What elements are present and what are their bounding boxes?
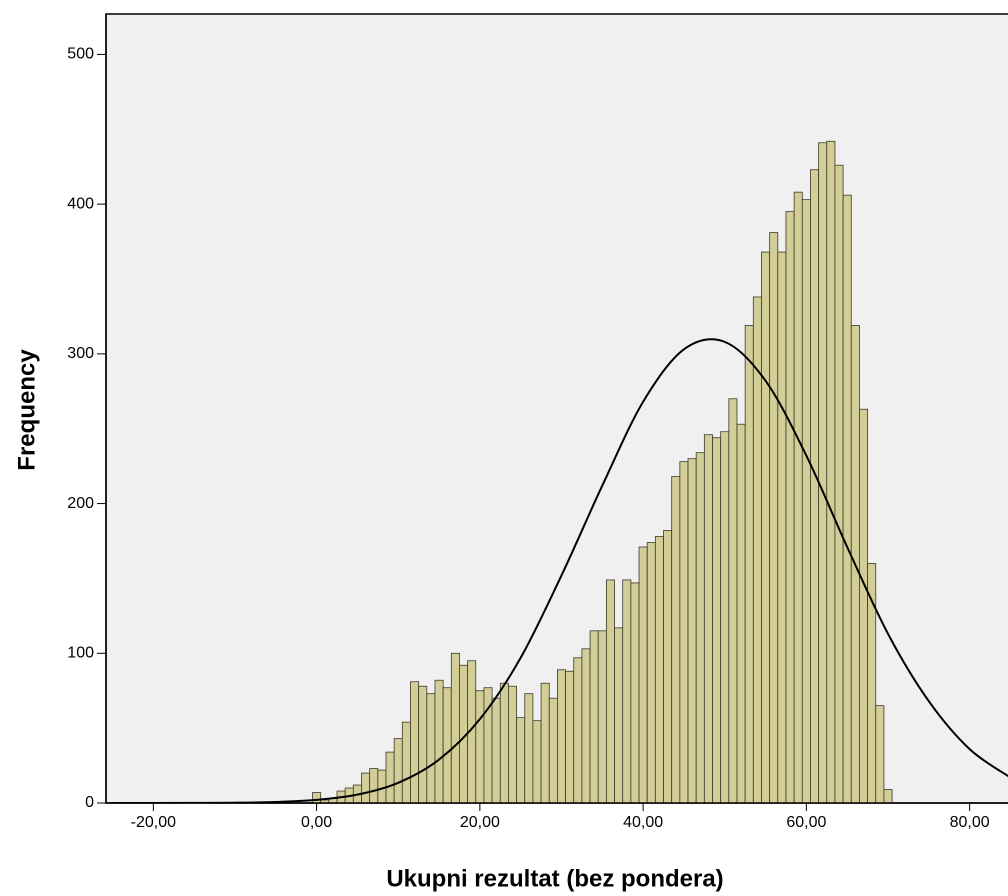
bar (393, 738, 403, 803)
bar (810, 169, 820, 803)
bar (695, 452, 705, 803)
bar (654, 536, 664, 803)
bar (793, 191, 803, 803)
bar (875, 705, 885, 803)
bar (426, 693, 436, 803)
bar (524, 693, 534, 803)
bar (769, 232, 779, 803)
bar (410, 681, 420, 803)
bar (516, 717, 526, 803)
bar (630, 582, 640, 803)
bar (712, 437, 722, 803)
bar (679, 461, 689, 803)
bar (442, 687, 452, 803)
bar (597, 630, 607, 803)
bar (744, 325, 754, 803)
bar (761, 251, 771, 803)
bar (589, 630, 599, 803)
x-tick-label: 0,00 (301, 814, 332, 831)
bar (801, 199, 811, 803)
bar (499, 682, 509, 803)
bar (557, 669, 566, 803)
bar (450, 652, 460, 803)
bar (646, 542, 656, 803)
normal-curve (112, 338, 1008, 803)
bar (834, 164, 844, 803)
bar (581, 648, 591, 803)
bar (532, 720, 542, 803)
bar (377, 769, 387, 803)
y-axis-title: Frequency (13, 349, 40, 471)
bar (671, 476, 681, 803)
bar (401, 721, 411, 803)
y-tick-label: 300 (67, 345, 94, 362)
bar (622, 579, 632, 803)
bar (728, 398, 738, 803)
bar (785, 211, 795, 803)
bar (540, 682, 550, 803)
bar (687, 458, 697, 803)
x-axis-title: Ukupni rezultat (bez pondera) (386, 865, 723, 892)
y-tick-label: 100 (67, 645, 94, 662)
bar (703, 434, 713, 803)
x-tick-label: 80,00 (950, 814, 990, 831)
bar (573, 657, 583, 803)
bar (565, 670, 575, 803)
bar (736, 423, 746, 803)
bar (818, 142, 828, 803)
bar (369, 768, 379, 803)
bar (883, 789, 893, 803)
y-tick-label: 200 (67, 495, 94, 512)
bar (508, 685, 517, 803)
bar (842, 194, 852, 803)
x-tick-label: -20,00 (131, 814, 176, 831)
bar (614, 627, 624, 803)
x-tick-label: 40,00 (623, 814, 663, 831)
x-tick-label: 60,00 (786, 814, 826, 831)
bar (638, 546, 648, 803)
x-tick-label: 20,00 (460, 814, 500, 831)
bar (491, 697, 501, 803)
marks (112, 140, 1008, 803)
bar (418, 685, 428, 803)
bar (385, 751, 395, 803)
y-tick-label: 400 (67, 195, 94, 212)
bar (605, 579, 615, 803)
bar (361, 772, 371, 803)
bar (312, 792, 322, 803)
y-tick-label: 500 (67, 46, 94, 63)
bar (777, 251, 787, 803)
bar (859, 408, 868, 803)
bar (548, 697, 558, 803)
bar (663, 530, 673, 803)
bar (826, 140, 836, 803)
bar (720, 431, 730, 803)
bar (434, 679, 444, 803)
y-tick-label: 0 (85, 794, 94, 811)
bar (475, 690, 485, 803)
